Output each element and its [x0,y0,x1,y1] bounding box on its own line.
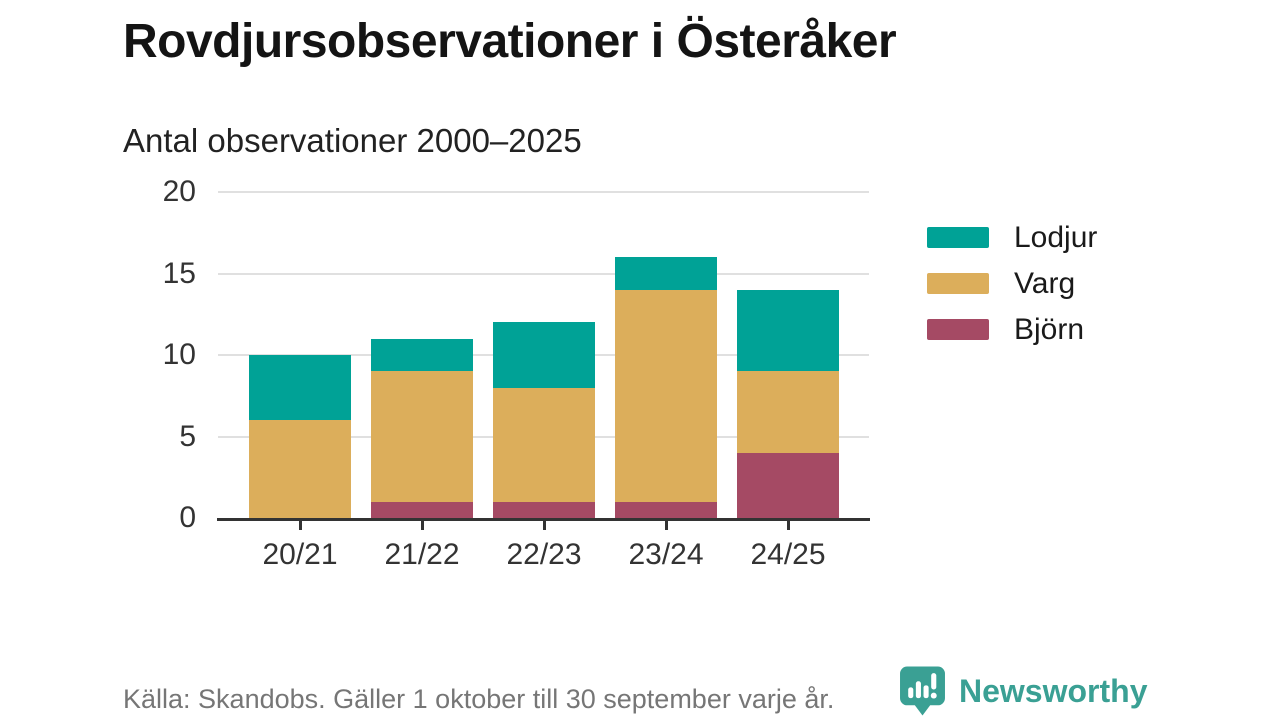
x-label-20/21: 20/21 [262,538,338,571]
plot-area: 20/21 21/22 22/23 23/24 24/25 [217,191,870,571]
x-tick-23/24 [664,521,668,530]
bar-23/24 [615,192,717,518]
legend: Lodjur Varg Björn [927,221,1097,365]
bar-segment-varg-24/25 [737,371,839,453]
bar-24/25 [737,192,839,518]
y-tick-label-20: 20 [162,175,196,208]
x-label-22/23: 22/23 [506,538,582,571]
legend-label-lodjur: Lodjur [1014,220,1098,254]
chart-title: Rovdjursobservationer i Österåker [123,15,897,68]
bar-20/21 [249,192,351,518]
bar-segment-björn-23/24 [615,501,717,518]
x-label-23/24: 23/24 [628,538,704,571]
legend-item-lodjur: Lodjur [927,221,1097,254]
bar-segment-björn-21/22 [371,501,473,518]
bar-22/23 [493,192,595,518]
x-label-24/25: 24/25 [750,538,826,571]
legend-swatch-bjorn [927,319,989,340]
y-tick-label-0: 0 [179,501,196,534]
legend-item-bjorn: Björn [927,313,1097,346]
bar-segment-lodjur-23/24 [615,257,717,290]
bar-segment-varg-23/24 [615,289,717,502]
legend-label-bjorn: Björn [1014,312,1085,346]
bar-segment-lodjur-20/21 [249,355,351,421]
x-axis-line [217,518,870,521]
legend-item-varg: Varg [927,267,1097,300]
chart-subtitle: Antal observationer 2000–2025 [123,122,582,159]
legend-swatch-varg [927,273,989,294]
bar-segment-lodjur-24/25 [737,289,839,372]
newsworthy-wordmark: Newsworthy [959,672,1148,709]
newsworthy-bubble-chart-icon [900,666,945,716]
gridline-15 [218,272,869,275]
legend-swatch-lodjur [927,227,989,248]
bar-segment-lodjur-22/23 [493,322,595,388]
bar-21/22 [371,192,473,518]
bar-segment-lodjur-21/22 [371,338,473,372]
bar-segment-varg-21/22 [371,371,473,502]
x-tick-20/21 [298,521,302,530]
gridline-20 [218,191,869,193]
x-tick-21/22 [420,521,424,530]
y-tick-label-10: 10 [162,338,196,371]
y-axis-labels: 0 5 10 15 20 [110,175,196,534]
y-tick-label-15: 15 [162,256,196,290]
newsworthy-logo: Newsworthy [899,665,1147,717]
source-note: Källa: Skandobs. Gäller 1 oktober till 3… [123,684,835,714]
bar-segment-varg-22/23 [493,387,595,502]
x-tick-24/25 [786,521,790,530]
legend-label-varg: Varg [1014,266,1076,300]
bar-segment-björn-24/25 [737,452,839,518]
x-label-21/22: 21/22 [384,538,460,571]
bar-segment-björn-22/23 [493,501,595,518]
bar-segment-varg-20/21 [249,420,351,518]
y-tick-label-5: 5 [179,419,196,453]
x-tick-22/23 [542,521,546,530]
